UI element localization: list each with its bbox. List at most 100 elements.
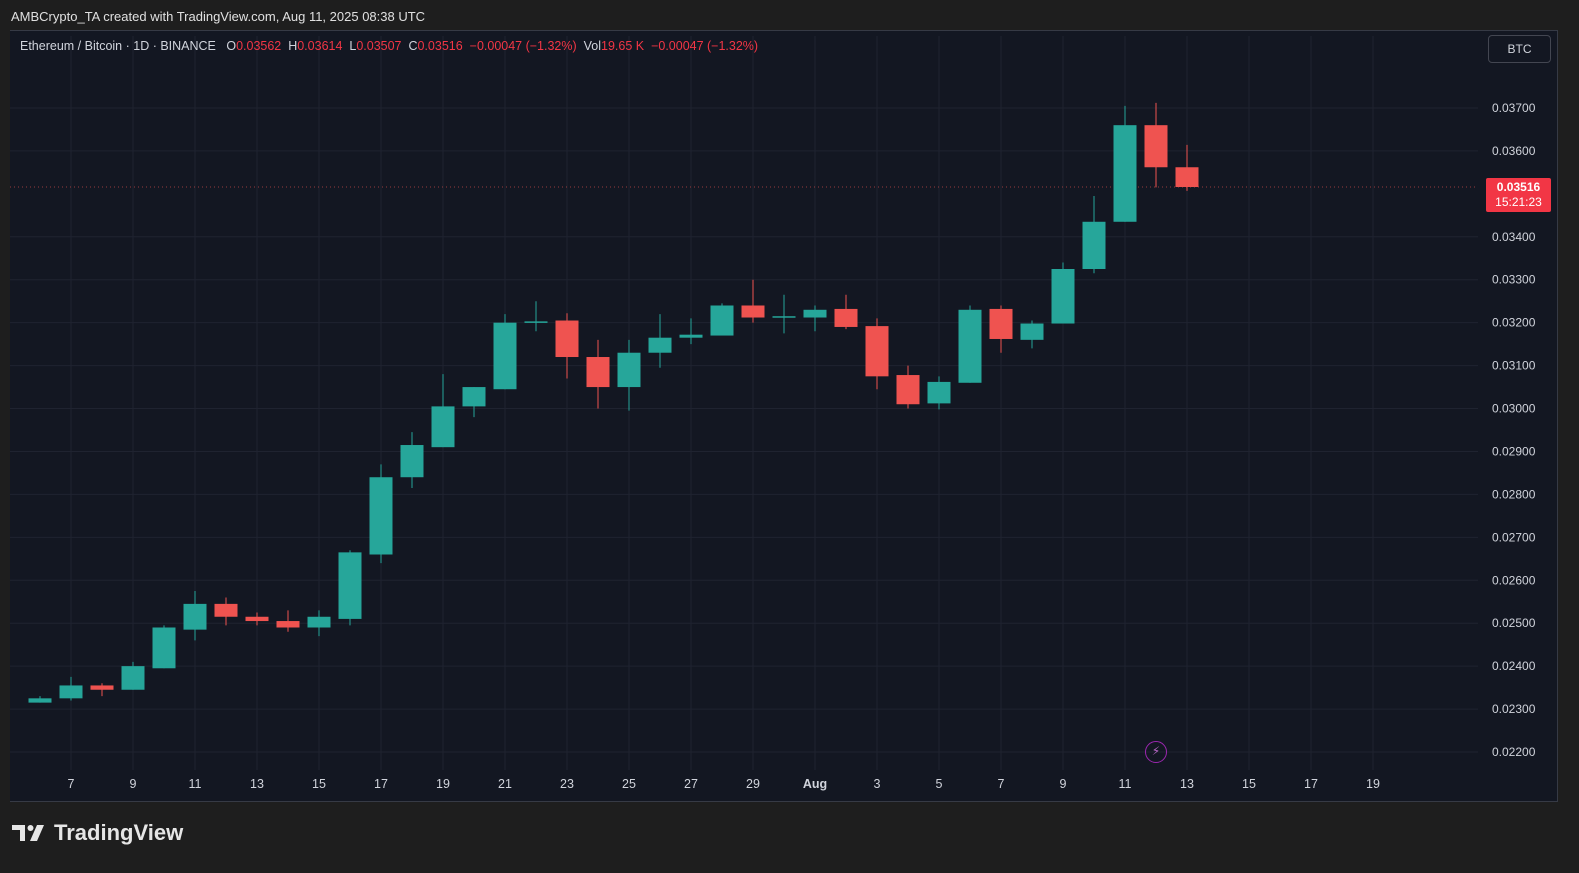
low-label: L (349, 39, 357, 53)
change-value: −0.00047 (−1.32%) (469, 39, 577, 53)
candle (152, 625, 176, 669)
price-tick-label: 0.02200 (1492, 745, 1536, 759)
candle (183, 591, 207, 641)
low-value: 0.03507 (356, 39, 402, 53)
price-tick-label: 0.02400 (1492, 659, 1536, 673)
candle-body (989, 308, 1013, 339)
price-tick-label: 0.02700 (1492, 530, 1536, 544)
candle-body (59, 685, 83, 699)
candle-body (834, 308, 858, 327)
time-tick-label: 23 (560, 777, 574, 791)
attribution-text: AMBCrypto_TA created with TradingView.co… (11, 9, 426, 24)
vol-label: Vol (583, 39, 602, 53)
price-tick-label: 0.02500 (1492, 616, 1536, 630)
candle-body (865, 326, 889, 377)
candle (865, 318, 889, 390)
time-tick-label: 11 (189, 777, 202, 791)
symbol-label: Ethereum / Bitcoin · 1D · BINANCE (20, 39, 216, 53)
time-tick-label: 15 (312, 777, 326, 791)
price-tick-label: 0.03700 (1492, 101, 1536, 115)
chart-frame[interactable] (9, 30, 1558, 802)
candle-body (586, 357, 610, 388)
high-label: H (288, 39, 298, 53)
candle (617, 339, 641, 411)
ohlc-legend: Ethereum / Bitcoin · 1D · BINANCE O0.035… (20, 39, 758, 53)
candle (276, 610, 300, 632)
time-tick-label: 3 (874, 777, 881, 791)
high-value: 0.03614 (297, 39, 343, 53)
candle (803, 305, 827, 332)
left-mask (0, 30, 10, 802)
open-value: 0.03562 (236, 39, 282, 53)
candle (90, 683, 114, 697)
price-tick-label: 0.03600 (1492, 144, 1536, 158)
time-tick-label: 13 (250, 777, 264, 791)
price-axis: 0.02200 0.02300 0.02400 0.02500 0.02600 0.027… (1492, 101, 1536, 759)
tradingview-logo[interactable]: TradingView (12, 820, 183, 846)
lightning-icon[interactable]: ⚡ (1145, 741, 1167, 763)
candle (896, 365, 920, 409)
candle (400, 432, 424, 488)
candle (369, 464, 393, 564)
candle (1144, 102, 1168, 188)
candle-body (1144, 125, 1168, 168)
time-tick-label: 15 (1242, 777, 1256, 791)
candle (1051, 262, 1075, 324)
price-tick-label: 0.02900 (1492, 444, 1536, 458)
candle (741, 279, 765, 323)
candle (555, 313, 579, 379)
time-tick-label: 29 (746, 777, 760, 791)
price-tick-label: 0.02600 (1492, 573, 1536, 587)
time-tick-label: 17 (374, 777, 388, 791)
candle (245, 612, 269, 626)
currency-unit-button[interactable]: BTC (1488, 35, 1551, 63)
candle (307, 610, 331, 637)
time-tick-label: 7 (68, 777, 75, 791)
candle (1020, 320, 1044, 349)
close-label: C (408, 39, 418, 53)
candle-body (90, 685, 114, 690)
candle-body (1082, 221, 1106, 269)
grid-lines (10, 36, 1478, 770)
candle-body (617, 352, 641, 388)
candle (59, 676, 83, 701)
candle-body (741, 305, 765, 318)
candle-body (307, 616, 331, 628)
candle (214, 597, 238, 626)
candle (586, 339, 610, 409)
candle (1113, 105, 1137, 222)
candle-body (276, 621, 300, 628)
candle-body (710, 305, 734, 336)
bar-countdown: 15:21:23 (1495, 195, 1542, 209)
time-tick-label: 25 (622, 777, 636, 791)
candle-body (431, 406, 455, 448)
candle (958, 305, 982, 383)
time-tick-label: 17 (1304, 777, 1318, 791)
close-value: 0.03516 (417, 39, 463, 53)
candle (431, 374, 455, 448)
time-tick-label: 13 (1180, 777, 1194, 791)
price-tick-label: 0.03100 (1492, 359, 1536, 373)
candle-body (896, 375, 920, 405)
time-tick-label: 9 (130, 777, 137, 791)
candle (927, 376, 951, 410)
candle-body (1051, 269, 1075, 324)
candle-body (1020, 323, 1044, 340)
candle (338, 550, 362, 626)
time-tick-label: 9 (1060, 777, 1067, 791)
last-price-value: 0.03516 (1496, 180, 1541, 194)
candle-body (1175, 167, 1199, 187)
candle-body (555, 320, 579, 358)
candle-body (462, 387, 486, 407)
candle (493, 314, 517, 390)
vol-value: 19.65 K (601, 39, 645, 53)
candle (679, 318, 703, 345)
candle-body (493, 322, 517, 390)
candle (462, 387, 486, 418)
candle-body (369, 477, 393, 555)
candle (1175, 144, 1199, 191)
candle-body (803, 309, 827, 318)
candle-body (1113, 125, 1137, 222)
price-tick-label: 0.03300 (1492, 273, 1536, 287)
